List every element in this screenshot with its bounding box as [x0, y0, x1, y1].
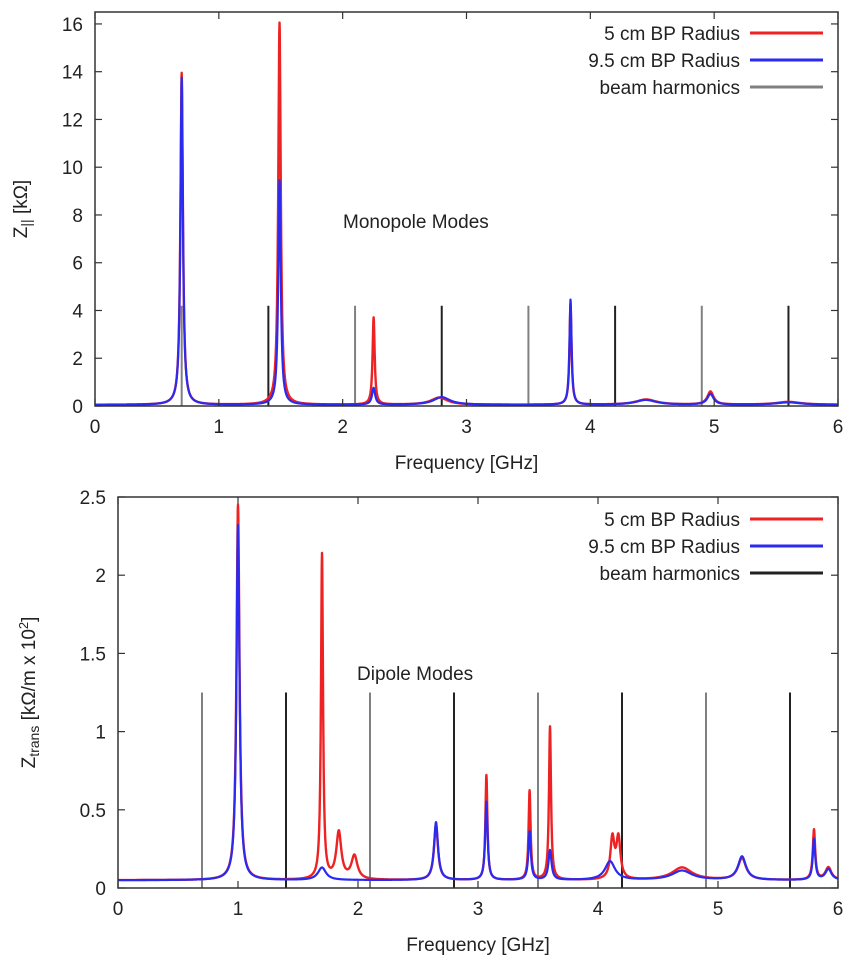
- legend: 5 cm BP Radius 9.5 cm BP Radius beam harmo…: [588, 510, 823, 585]
- y-tick-label: 2: [72, 349, 83, 370]
- beam-harmonics-group: [201, 692, 791, 888]
- legend-label: beam harmonics: [600, 564, 740, 585]
- beam-harmonics-group: [180, 305, 790, 406]
- x-tick-label: 4: [593, 899, 604, 920]
- x-axis-label: Frequency [GHz]: [395, 453, 539, 474]
- y-tick-label: 0: [95, 879, 106, 900]
- y-tick-label: 8: [72, 206, 83, 227]
- legend-label: 5 cm BP Radius: [604, 24, 740, 45]
- legend: 5 cm BP Radius 9.5 cm BP Radius beam harmo…: [588, 24, 823, 99]
- y-axis-label: Ztrans [kΩ/m x 102]: [16, 617, 42, 769]
- y-tick-label: 6: [72, 254, 83, 275]
- x-tick-label: 0: [90, 417, 101, 438]
- x-tick-label: 3: [473, 899, 484, 920]
- y-tick-label: 1: [95, 723, 106, 744]
- x-tick-label: 5: [709, 417, 720, 438]
- y-axis-label: Z|| [kΩ]: [11, 180, 34, 238]
- legend-label: 5 cm BP Radius: [604, 510, 740, 531]
- x-tick-label: 4: [585, 417, 596, 438]
- x-axis-label: Frequency [GHz]: [406, 935, 550, 955]
- y-tick-label: 1.5: [80, 644, 106, 665]
- y-tick-label: 4: [72, 301, 83, 322]
- series-group: [117, 503, 839, 882]
- chart-annotation: Monopole Modes: [343, 212, 489, 233]
- x-tick-label: 1: [233, 899, 244, 920]
- series-line-blue: [117, 523, 839, 882]
- legend-label: 9.5 cm BP Radius: [588, 51, 740, 72]
- dipole-chart: 0 1 2 3 4 5 6 0 0.5 1 1.5 2 2.5 Frequency [GHz] Ztra…: [16, 488, 843, 956]
- legend-label: 9.5 cm BP Radius: [588, 537, 740, 558]
- y-tick-label: 16: [62, 15, 83, 36]
- x-tick-label: 2: [353, 899, 364, 920]
- y-tick-label: 2: [95, 566, 106, 587]
- x-tick-label: 6: [833, 899, 843, 920]
- y-tick-label: 12: [62, 110, 83, 131]
- x-tick-label: 3: [461, 417, 472, 438]
- y-tick-label: 0.5: [80, 801, 106, 822]
- x-tick-label: 2: [337, 417, 348, 438]
- x-tick-label: 0: [113, 899, 124, 920]
- series-line-red: [117, 503, 839, 882]
- x-tick-label: 1: [214, 417, 225, 438]
- legend-label: beam harmonics: [600, 78, 740, 99]
- chart-annotation: Dipole Modes: [357, 664, 473, 685]
- y-tick-label: 0: [72, 397, 83, 418]
- series-line-blue: [94, 76, 839, 406]
- x-tick-label: 5: [713, 899, 724, 920]
- y-tick-label: 14: [62, 63, 84, 84]
- y-tick-label: 10: [62, 158, 83, 179]
- y-tick-label: 2.5: [80, 488, 106, 509]
- x-tick-label: 6: [833, 417, 843, 438]
- axis-ticks: 0 1 2 3 4 5 6 0 0.5 1 1.5 2 2.5: [80, 488, 843, 920]
